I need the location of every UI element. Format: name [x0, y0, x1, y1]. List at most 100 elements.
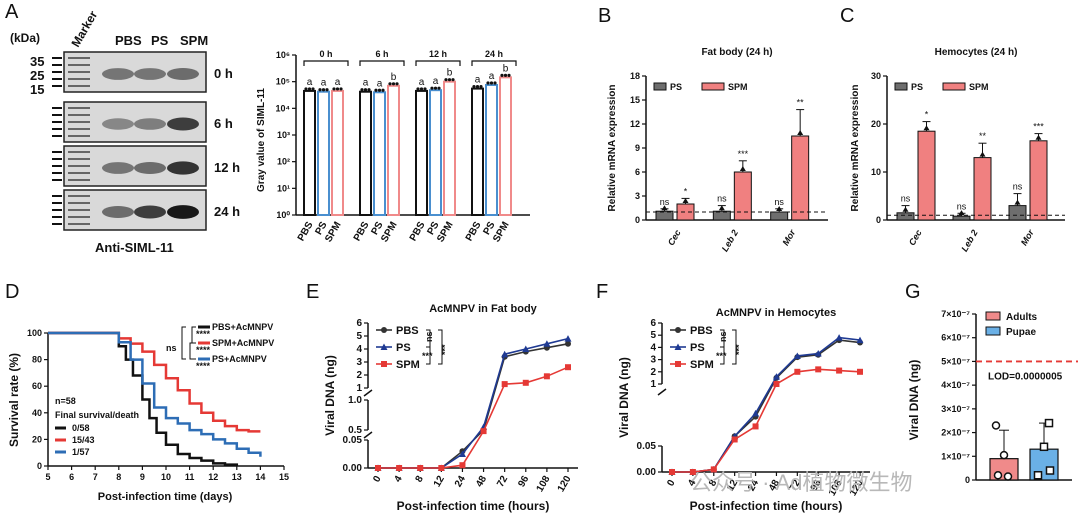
a-point	[447, 78, 452, 82]
f-point	[669, 469, 675, 475]
b-significance: ns	[660, 197, 670, 207]
g-y-tick-label: 4×10⁻⁷	[941, 380, 970, 390]
f-x-tick-label: 72	[788, 478, 803, 494]
a-point	[360, 88, 364, 92]
e-y-axis-label: Viral DNA (ng)	[323, 355, 337, 436]
f-point	[772, 373, 780, 380]
f-sig-bracket	[732, 329, 737, 365]
c-significance: **	[979, 131, 987, 141]
watermark-text: 公众号 · Ad植物微生物	[690, 470, 912, 495]
d-x-tick-label: 7	[93, 472, 98, 482]
d-x-tick-label: 11	[185, 472, 195, 482]
f-y-tick-label: 6	[650, 318, 656, 329]
f-point	[857, 368, 863, 375]
protein-band	[134, 118, 166, 130]
b-point	[661, 205, 668, 211]
c-bar	[952, 215, 971, 221]
e-point	[501, 350, 509, 358]
f-point	[815, 366, 822, 373]
a-bar	[415, 89, 428, 216]
d-x-tick-label: 8	[116, 472, 121, 482]
g-point	[1044, 418, 1054, 428]
c-point	[979, 151, 986, 157]
b-significance: ns	[774, 197, 784, 207]
f-point	[836, 367, 843, 374]
c-y-axis-label: Relative mRNA expression	[850, 85, 861, 212]
panel-label-a: A	[5, 1, 19, 23]
protein-band	[167, 68, 199, 80]
b-significance: ***	[738, 149, 749, 159]
marker-band	[68, 121, 90, 123]
b-y-tick-label: 6	[635, 167, 640, 177]
chart-a-gray-value: 10⁰ 10¹ 10² 10³ 10⁴ 10⁵ 10⁶ Gray value of SIML-…	[256, 49, 530, 244]
a-letter: b	[447, 68, 453, 79]
a-letter: a	[321, 78, 327, 89]
kda-label: (kDa)	[10, 31, 40, 45]
a-point	[321, 88, 326, 92]
g-y-tick-label: 5×10⁻⁷	[941, 356, 970, 366]
f-x-axis-label: Post-infection time (hours)	[690, 499, 843, 513]
lane-label-pbs: PBS	[115, 33, 142, 48]
f-point	[752, 409, 760, 417]
c-bar	[1029, 140, 1048, 221]
e-point	[417, 465, 424, 471]
f-y-tick-label: 5	[650, 330, 656, 341]
protein-band	[134, 162, 166, 174]
d-x-tick-label: 15	[279, 472, 289, 482]
a-point	[475, 84, 480, 89]
f-x-tick-label: 96	[809, 478, 824, 494]
f-legend-label: PBS	[690, 325, 713, 337]
a-point	[433, 86, 438, 90]
e-x-axis-label: Post-infection time (hours)	[397, 499, 550, 513]
f-point	[731, 436, 738, 443]
c-y-tick-label: 20	[871, 119, 881, 129]
g-y-tick-label: 0	[965, 475, 970, 485]
f-point	[752, 423, 759, 430]
b-y-tick-label: 15	[630, 95, 640, 105]
a-letter: a	[363, 78, 369, 89]
a-point	[486, 81, 490, 85]
a-letter: a	[433, 76, 439, 87]
f-point	[814, 350, 822, 357]
e-y-tick-label: 2	[356, 370, 362, 381]
marker-band	[68, 135, 90, 137]
marker-band	[68, 209, 90, 211]
protein-band	[134, 68, 166, 80]
e-title: AcMNPV in Fat body	[429, 303, 537, 315]
g-y-axis-label: Viral DNA (ng)	[907, 360, 921, 441]
b-y-tick-label: 12	[630, 119, 640, 129]
a-letter: a	[335, 77, 341, 88]
a-point	[377, 88, 382, 92]
a-bar	[443, 80, 456, 216]
f-significance: ns	[718, 331, 728, 342]
c-point	[958, 210, 965, 216]
d-final-value: 15/43	[72, 435, 95, 445]
chart-c-hemocytes: Hemocytes (24 h) 0 10 20 30 Relative mRNA exp…	[850, 47, 1065, 253]
a-bar	[499, 76, 512, 216]
f-sig-bracket	[720, 346, 725, 365]
a-point	[444, 78, 448, 82]
a-bar	[331, 89, 344, 216]
marker-band	[68, 172, 90, 174]
protein-band	[102, 162, 134, 174]
a-point	[388, 82, 392, 86]
c-bar	[973, 157, 992, 221]
a-bar	[359, 90, 372, 216]
g-point	[1039, 442, 1049, 452]
f-legend-marker	[675, 361, 681, 367]
panel-label-c: C	[840, 5, 854, 27]
c-gene-label: Leb 2	[959, 228, 979, 253]
b-bar	[733, 171, 752, 221]
a-bar	[317, 90, 330, 216]
g-lod-label: LOD=0.0000005	[988, 371, 1063, 382]
d-sig-bracket	[181, 326, 186, 360]
g-point	[993, 471, 1003, 480]
chart-b-fat-body: Fat body (24 h) 0 3 6 9 12 15 18 Relative mRNA e…	[607, 47, 828, 253]
g-y-tick-label: 7×10⁻⁷	[941, 309, 970, 319]
a-group-label: 12 h	[429, 49, 447, 59]
d-y-tick-label: 0	[37, 461, 42, 471]
a-point	[437, 86, 441, 90]
e-x-tick-label: 108	[535, 474, 553, 494]
e-point	[522, 345, 530, 352]
d-y-tick-label: 40	[32, 408, 42, 418]
